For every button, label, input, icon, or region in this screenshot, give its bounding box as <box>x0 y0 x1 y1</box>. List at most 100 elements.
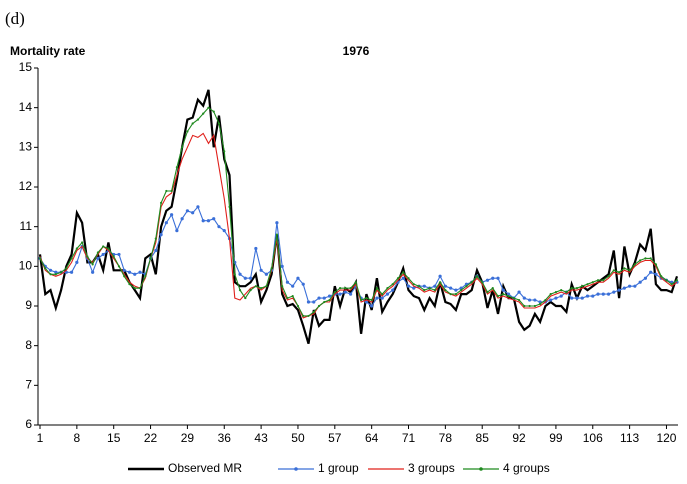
point-marker <box>386 287 389 290</box>
point-marker <box>633 284 637 288</box>
point-marker <box>102 245 105 248</box>
point-marker <box>401 276 405 280</box>
y-tick-label: 10 <box>19 259 33 273</box>
point-marker <box>644 257 647 260</box>
point-marker <box>486 291 489 294</box>
point-marker <box>286 296 289 300</box>
point-marker <box>280 264 284 268</box>
x-tick-label: 106 <box>583 431 603 445</box>
point-marker <box>117 265 121 268</box>
point-marker <box>612 290 616 294</box>
point-marker <box>65 267 68 270</box>
point-marker <box>317 304 321 308</box>
point-marker <box>333 291 336 294</box>
point-marker <box>544 298 547 302</box>
point-marker <box>59 271 63 274</box>
point-marker <box>254 246 258 251</box>
point-marker <box>222 229 226 233</box>
point-marker <box>344 287 347 290</box>
point-marker <box>433 284 437 288</box>
point-marker <box>570 296 574 300</box>
point-marker <box>506 292 511 296</box>
point-marker <box>349 292 353 296</box>
point-marker <box>206 219 211 223</box>
point-marker <box>54 270 58 274</box>
point-marker <box>560 289 563 292</box>
point-marker <box>533 298 537 302</box>
point-marker <box>465 285 468 288</box>
point-marker <box>628 284 632 288</box>
point-marker <box>101 252 105 257</box>
x-tick-label: 92 <box>512 431 526 445</box>
point-marker <box>260 287 263 290</box>
point-marker <box>623 267 626 270</box>
point-marker <box>317 296 321 300</box>
point-marker <box>528 304 531 308</box>
point-marker <box>670 283 673 286</box>
point-marker <box>254 285 257 288</box>
point-marker <box>533 304 536 308</box>
point-marker <box>302 314 305 318</box>
point-marker <box>407 277 410 280</box>
point-marker <box>654 263 658 266</box>
legend-marker <box>294 467 298 471</box>
point-marker <box>454 293 457 296</box>
point-marker <box>517 298 521 302</box>
point-marker <box>91 270 95 274</box>
point-marker <box>238 272 242 276</box>
x-tick-label: 64 <box>365 431 379 445</box>
y-tick-label: 8 <box>25 338 32 352</box>
point-marker <box>639 259 642 262</box>
point-marker <box>243 276 247 280</box>
point-marker <box>264 272 268 276</box>
point-marker <box>159 201 163 204</box>
y-tick-label: 7 <box>25 378 32 392</box>
point-marker <box>523 304 526 308</box>
point-marker <box>127 270 132 274</box>
point-marker <box>338 292 342 296</box>
point-marker <box>81 241 84 244</box>
point-marker <box>164 221 168 225</box>
point-marker <box>385 292 390 296</box>
point-marker <box>481 281 484 284</box>
point-marker <box>365 296 368 300</box>
x-tick-label: 57 <box>328 431 342 445</box>
point-marker <box>606 292 611 296</box>
x-tick-label: 50 <box>291 431 305 445</box>
point-marker <box>296 276 300 280</box>
x-tick-label: 99 <box>549 431 563 445</box>
point-marker <box>285 280 290 284</box>
point-marker <box>422 284 426 288</box>
x-tick-label: 8 <box>74 431 81 445</box>
point-marker <box>591 281 594 284</box>
point-marker <box>596 292 600 296</box>
point-marker <box>633 263 636 266</box>
x-tick-label: 43 <box>254 431 268 445</box>
point-marker <box>443 284 447 288</box>
x-tick-label: 120 <box>656 431 676 445</box>
point-marker <box>217 122 221 125</box>
point-marker <box>375 296 379 300</box>
point-marker <box>354 281 357 284</box>
y-tick-label: 12 <box>19 179 33 193</box>
point-marker <box>570 287 573 290</box>
point-marker <box>396 277 400 280</box>
y-tick-label: 6 <box>25 417 32 431</box>
point-marker <box>438 281 442 284</box>
point-marker <box>133 272 137 276</box>
point-marker <box>128 283 131 286</box>
point-marker <box>449 293 452 296</box>
x-tick-label: 36 <box>218 431 232 445</box>
point-marker <box>275 221 279 225</box>
point-marker <box>591 294 595 298</box>
point-marker <box>654 272 658 276</box>
point-marker <box>48 268 53 272</box>
point-marker <box>228 205 231 208</box>
point-marker <box>381 293 384 296</box>
point-marker <box>406 284 411 288</box>
point-marker <box>375 287 379 290</box>
legend-label: 4 groups <box>503 461 550 475</box>
point-marker <box>649 270 653 274</box>
point-marker <box>580 296 584 300</box>
point-marker <box>70 257 73 260</box>
